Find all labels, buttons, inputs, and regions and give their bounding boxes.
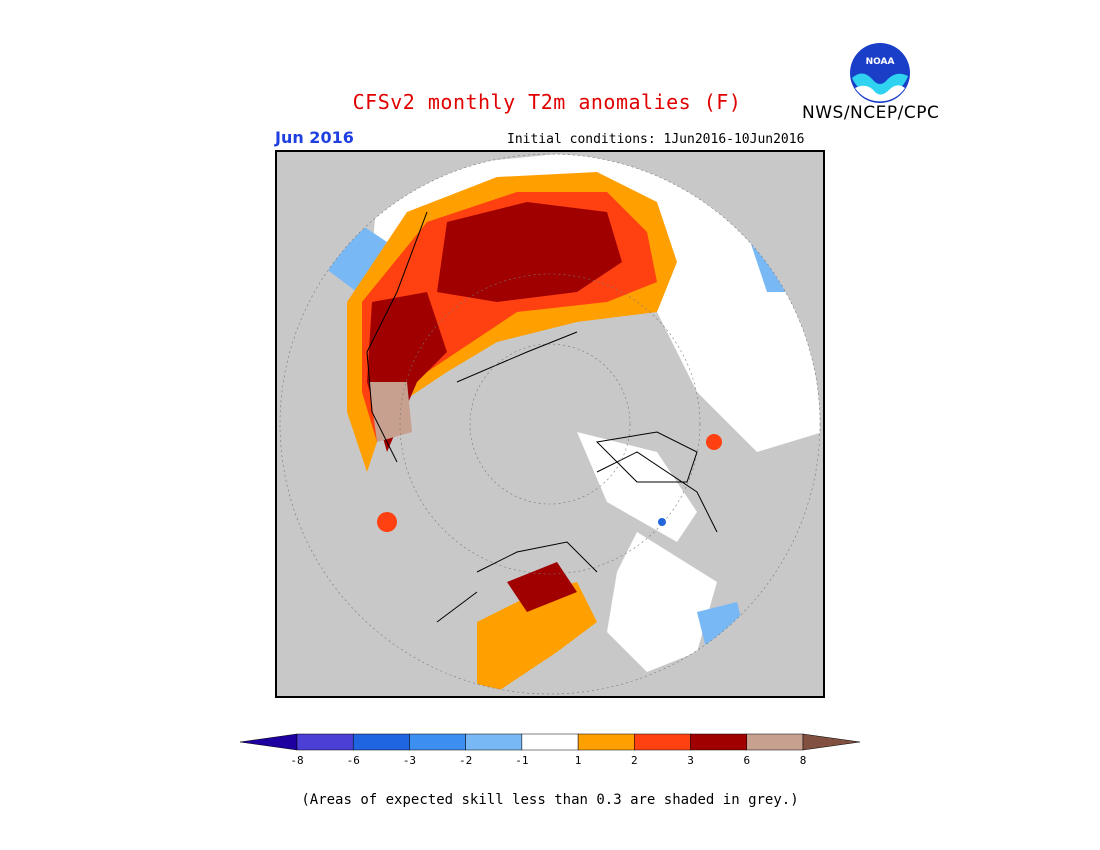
coastline <box>595 431 698 483</box>
colorbar <box>240 733 860 751</box>
colorbar-tick-label: -1 <box>515 754 529 767</box>
polar-map <box>277 152 823 696</box>
colorbar-tick-label: 1 <box>574 754 582 767</box>
colorbar-swatch <box>690 733 748 751</box>
cool-anomaly-spot <box>658 518 666 526</box>
colorbar-arrow-high <box>802 733 860 751</box>
near-normal-region-east <box>577 432 697 542</box>
warm-anomaly-region <box>477 582 597 692</box>
colorbar-swatch <box>521 733 579 751</box>
colorbar-swatch <box>577 733 635 751</box>
colorbar-tick-label: -6 <box>346 754 360 767</box>
colorbar-swatch <box>409 733 466 751</box>
forecast-month: Jun 2016 <box>275 128 354 147</box>
map-title: CFSv2 monthly T2m anomalies (F) <box>352 90 742 114</box>
colorbar-tick-label: 2 <box>631 754 638 767</box>
warm-anomaly-spot <box>377 512 397 532</box>
colorbar-tick-label: -8 <box>290 754 304 767</box>
initial-conditions: Initial conditions: 1Jun2016-10Jun2016 <box>507 132 805 147</box>
strong-warm-anomaly-core <box>437 202 622 302</box>
skill-note: (Areas of expected skill less than 0.3 a… <box>301 792 799 808</box>
colorbar-swatch <box>634 733 691 751</box>
colorbar-ticks: -8 -6 -3 -2 -1 1 2 3 6 8 <box>0 754 1100 770</box>
noaa-logo: NOAA <box>850 43 910 103</box>
agency-label: NWS/NCEP/CPC <box>802 103 940 123</box>
colorbar-tick-label: 3 <box>687 754 694 767</box>
colorbar-swatch <box>296 733 354 751</box>
noaa-logo-text: NOAA <box>866 57 895 67</box>
map-frame <box>275 150 825 698</box>
latitude-circle <box>399 273 701 575</box>
colorbar-arrow-low <box>240 733 298 751</box>
colorbar-tick-label: 8 <box>799 754 807 767</box>
map-boundary <box>279 153 821 695</box>
colorbar-tick-label: -3 <box>402 754 417 767</box>
warm-anomaly-spot <box>706 434 722 450</box>
colorbar-tick-label: -2 <box>459 754 473 767</box>
near-normal-region-south <box>607 532 717 672</box>
colorbar-swatch <box>746 733 804 751</box>
latitude-circle <box>469 343 631 505</box>
colorbar-tick-label: 6 <box>743 754 751 767</box>
coastline <box>366 211 718 623</box>
colorbar-swatch <box>352 733 410 751</box>
cool-anomaly-patch <box>317 222 387 292</box>
colorbar-swatch <box>465 733 523 751</box>
strong-warm-anomaly-core <box>507 562 577 612</box>
